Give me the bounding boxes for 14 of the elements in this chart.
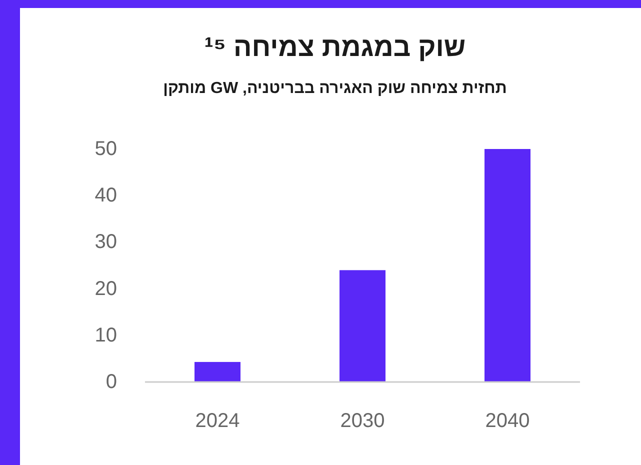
- bar: [194, 362, 240, 382]
- y-tick-label: 0: [106, 371, 117, 393]
- y-tick-label: 30: [94, 231, 117, 254]
- x-tick-label: 2024: [195, 410, 240, 432]
- y-tick-label: 10: [94, 324, 117, 346]
- x-tick-label: 2040: [485, 410, 530, 432]
- y-tick-label: 20: [94, 278, 117, 300]
- bar: [484, 149, 530, 382]
- chart-subtitle: תחזית צמיחה שוק האגירה בבריטניה, GW מותקן: [163, 80, 507, 97]
- y-tick-label: 50: [94, 138, 117, 160]
- bar: [340, 270, 386, 382]
- y-tick-label: 40: [94, 184, 117, 207]
- x-tick-label: 2030: [340, 410, 385, 432]
- chart-title: שוק במגמת צמיחה ¹⁵: [204, 32, 466, 62]
